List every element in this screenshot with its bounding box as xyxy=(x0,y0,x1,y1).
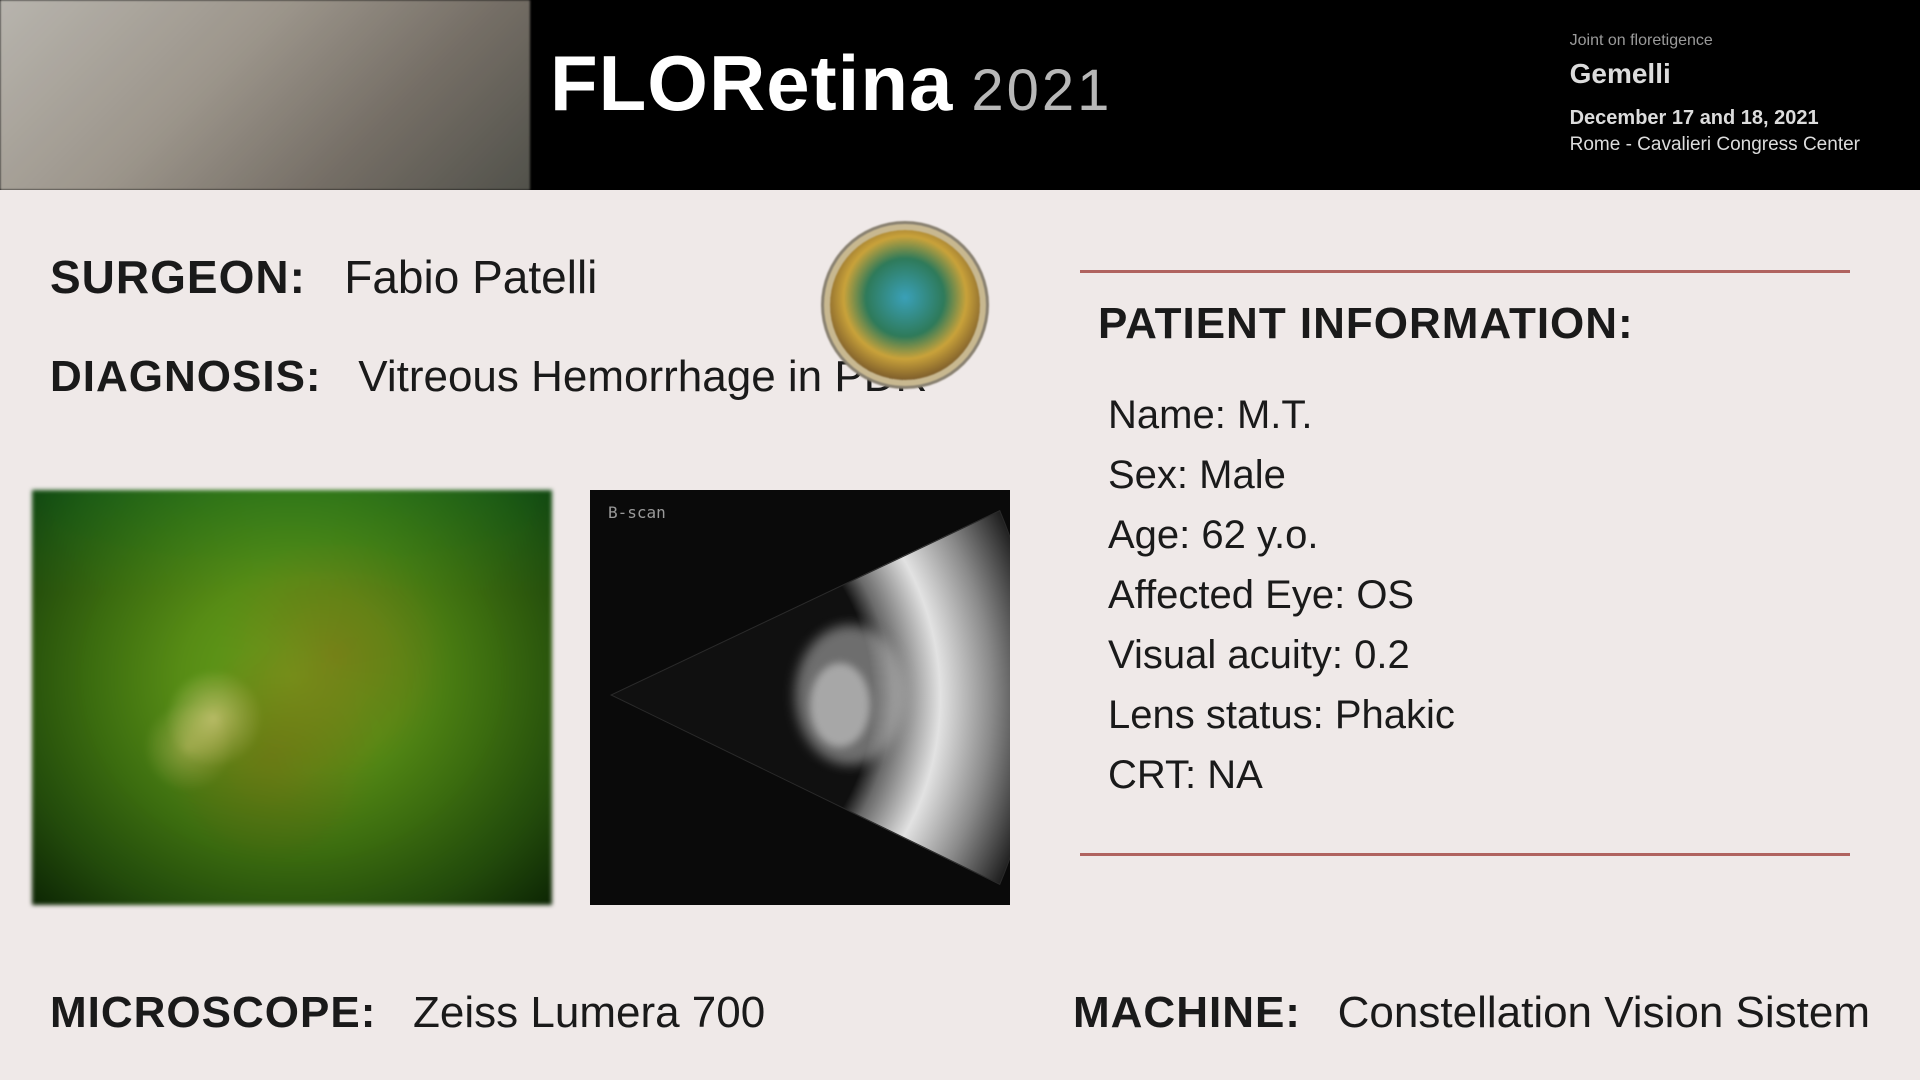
brand-prefix: FL xyxy=(550,39,647,127)
pi-va: Visual acuity: 0.2 xyxy=(1108,625,1850,685)
clinical-images-row: B-scan xyxy=(32,490,1010,905)
equipment-row: MICROSCOPE: Zeiss Lumera 700 MACHINE: Co… xyxy=(50,988,1870,1038)
patient-info-divider-top xyxy=(1080,270,1850,273)
brand-suffix: Retina xyxy=(709,39,953,127)
patient-info-panel: PATIENT INFORMATION: Name: M.T. Sex: Mal… xyxy=(1080,270,1850,856)
header-title: FLORetina 2021 xyxy=(550,38,1112,129)
surgeon-value: Fabio Patelli xyxy=(344,251,597,303)
patient-info-title: PATIENT INFORMATION: xyxy=(1098,299,1850,349)
pi-sex: Sex: Male xyxy=(1108,445,1850,505)
diagnosis-value: Vitreous Hemorrhage in PDR xyxy=(358,352,927,401)
slide-header: FLORetina 2021 Joint on floretigence Gem… xyxy=(0,0,1920,190)
machine-value: Constellation Vision Sistem xyxy=(1338,988,1870,1037)
institution-seal-icon xyxy=(830,230,980,380)
svg-text:B-scan: B-scan xyxy=(608,503,666,522)
microscope-label: MICROSCOPE: xyxy=(50,988,376,1037)
diagnosis-label: DIAGNOSIS: xyxy=(50,352,322,401)
fundus-photo xyxy=(32,490,552,905)
pi-crt: CRT: NA xyxy=(1108,745,1850,805)
brand-year: 2021 xyxy=(971,57,1112,124)
header-venue-block: Joint on floretigence Gemelli December 1… xyxy=(1570,30,1860,158)
venue-place: Rome - Cavalieri Congress Center xyxy=(1570,132,1860,159)
slide-body: SURGEON: Fabio Patelli DIAGNOSIS: Vitreo… xyxy=(0,190,1920,1080)
microscope-row: MICROSCOPE: Zeiss Lumera 700 xyxy=(50,988,765,1038)
patient-info-divider-bottom xyxy=(1080,853,1850,856)
venue-brand: Gemelli xyxy=(1570,54,1860,93)
bscan-svg: B-scan xyxy=(590,490,1010,905)
brand-o: O xyxy=(647,39,709,127)
machine-label: MACHINE: xyxy=(1073,988,1301,1037)
pi-name: Name: M.T. xyxy=(1108,385,1850,445)
machine-row: MACHINE: Constellation Vision Sistem xyxy=(1073,988,1870,1038)
microscope-value: Zeiss Lumera 700 xyxy=(413,988,765,1037)
pi-age: Age: 62 y.o. xyxy=(1108,505,1850,565)
venue-date: December 17 and 18, 2021 xyxy=(1570,104,1860,132)
header-city-photo xyxy=(0,0,530,190)
surgeon-label: SURGEON: xyxy=(50,251,306,303)
pi-eye: Affected Eye: OS xyxy=(1108,565,1850,625)
bscan-ultrasound: B-scan xyxy=(590,490,1010,905)
brand-logo-text: FLORetina xyxy=(550,38,953,129)
patient-info-list: Name: M.T. Sex: Male Age: 62 y.o. Affect… xyxy=(1108,385,1850,805)
venue-presenter: Joint on floretigence xyxy=(1570,30,1860,52)
pi-lens: Lens status: Phakic xyxy=(1108,685,1850,745)
